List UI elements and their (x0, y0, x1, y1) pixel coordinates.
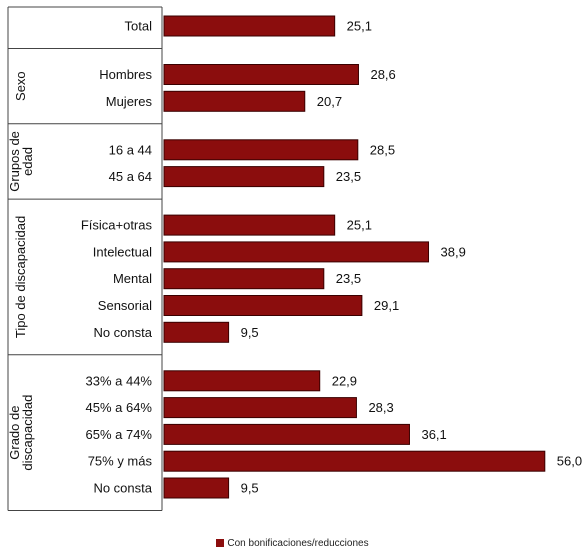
bar (163, 64, 359, 85)
group-label: discapacidad (20, 395, 35, 471)
value-label: 29,1 (374, 298, 399, 313)
category-label: 16 a 44 (109, 142, 152, 157)
value-label: 36,1 (421, 427, 446, 442)
category-label: 45 a 64 (109, 169, 152, 184)
bar (163, 90, 306, 112)
category-label: 33% a 44% (86, 373, 153, 388)
legend-swatch (216, 539, 225, 547)
bar (163, 15, 336, 37)
value-label: 22,9 (332, 373, 357, 388)
group-label: Grupos de (7, 131, 22, 192)
category-label: Intelectual (93, 244, 152, 259)
legend: Con bonificaciones/reducciones (0, 538, 585, 549)
bar (163, 477, 230, 499)
value-label: 38,9 (441, 244, 466, 259)
group-label: Sexo (13, 71, 28, 101)
bar (163, 139, 359, 161)
value-label: 28,6 (370, 67, 395, 82)
legend-label: Con bonificaciones/reducciones (227, 538, 369, 549)
value-label: 20,7 (317, 94, 342, 109)
bar (163, 423, 410, 445)
category-label: Total (125, 19, 153, 34)
bar (163, 321, 230, 343)
bar-chart: Total 25,1 Hombres 28,6 Mujeres 20,7 16 a 44 28… (7, 6, 582, 511)
category-label: Física+otras (81, 218, 153, 233)
category-label: Sensorial (98, 298, 152, 313)
category-label: No consta (93, 481, 152, 496)
value-label: 25,1 (347, 218, 372, 233)
bar (163, 214, 336, 236)
category-label: No consta (93, 325, 152, 340)
value-label: 23,5 (336, 271, 361, 286)
value-label: 25,1 (347, 19, 372, 34)
group-label: Tipo de discapacidad (13, 216, 28, 338)
bar (163, 268, 325, 290)
value-label: 28,3 (368, 400, 393, 415)
value-label: 56,0 (557, 454, 582, 469)
category-label: Mental (113, 271, 152, 286)
value-label: 9,5 (241, 481, 259, 496)
value-label: 23,5 (336, 169, 361, 184)
value-label: 9,5 (241, 325, 259, 340)
category-label: Mujeres (106, 94, 153, 109)
category-label: 75% y más (88, 454, 153, 469)
category-label: Hombres (99, 67, 152, 82)
bar (163, 370, 321, 392)
category-label: 65% a 74% (86, 427, 153, 442)
value-label: 28,5 (370, 142, 395, 157)
bar (163, 166, 325, 188)
bar (163, 397, 357, 419)
category-label: 45% a 64% (86, 400, 153, 415)
group-label: Grado de (7, 406, 22, 460)
bar (163, 295, 363, 316)
bar (163, 450, 546, 472)
group-label: edad (20, 147, 35, 176)
bar (163, 241, 430, 263)
